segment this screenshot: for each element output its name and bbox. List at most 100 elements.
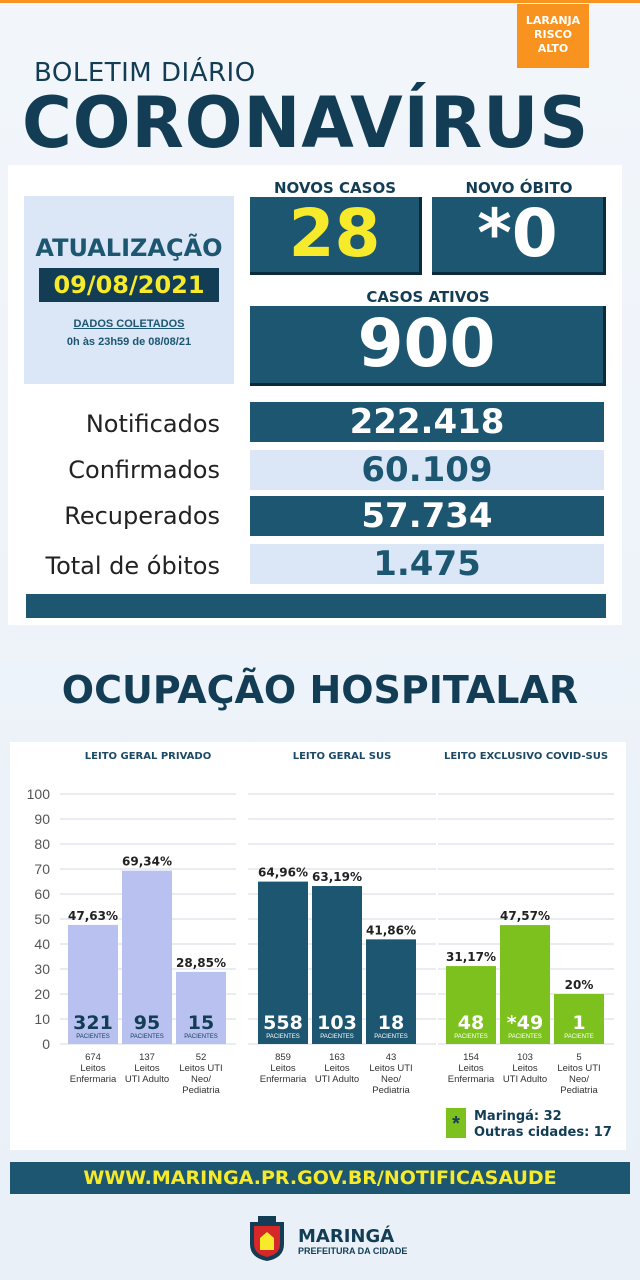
- bar-count-sub: PACIENTES: [130, 1034, 164, 1040]
- bar: [176, 971, 226, 1044]
- category-label: Leitos: [134, 1063, 160, 1074]
- bar: [366, 939, 416, 1044]
- group-header-sus: LEITO GERAL SUS: [292, 751, 392, 762]
- deaths-total-value: 1.475: [250, 544, 604, 584]
- y-tick-label: 100: [27, 786, 51, 802]
- top-accent-line: [0, 0, 640, 3]
- bar: [446, 966, 496, 1044]
- new-cases-value: 28: [250, 197, 422, 275]
- recovered-label: Recuperados: [64, 502, 220, 530]
- active-cases-label: CASOS ATIVOS: [366, 288, 490, 306]
- category-label: 859: [275, 1052, 291, 1063]
- category-label: Pediatria: [560, 1085, 598, 1096]
- bar-count-label: 15: [188, 1012, 214, 1034]
- category-label: Leitos UTI: [179, 1063, 222, 1074]
- category-label: 137: [139, 1052, 155, 1063]
- category-label: Leitos UTI: [369, 1063, 412, 1074]
- bar: [312, 886, 362, 1044]
- category-label: Leitos: [458, 1063, 484, 1074]
- legend-star-icon: *: [446, 1108, 466, 1138]
- bulletin-subtitle: BOLETIM DIÁRIO: [34, 58, 256, 88]
- category-label: UTI Adulto: [503, 1074, 547, 1085]
- update-box: ATUALIZAÇÃO 09/08/2021 DADOS COLETADOS 0…: [24, 196, 234, 384]
- bar-count-sub: PACIENTES: [320, 1034, 354, 1040]
- category-label: Enfermaria: [448, 1074, 495, 1085]
- bar-count-label: 95: [134, 1012, 160, 1034]
- y-tick-label: 0: [42, 1036, 50, 1052]
- bar-percent-label: 64,96%: [258, 866, 308, 880]
- y-tick-label: 10: [34, 1011, 50, 1027]
- category-label: Leitos UTI: [557, 1063, 600, 1074]
- notified-label: Notificados: [85, 410, 220, 438]
- collected-range: 0h às 23h59 de 08/08/21: [66, 336, 192, 348]
- bar: [258, 881, 308, 1044]
- y-tick-label: 90: [34, 811, 50, 827]
- risk-level-badge: LARANJA RISCO ALTO: [517, 4, 589, 68]
- category-label: Leitos: [80, 1063, 106, 1074]
- category-label: Enfermaria: [70, 1074, 117, 1085]
- bar-count-sub: PACIENTES: [508, 1034, 542, 1040]
- bar-percent-label: 69,34%: [122, 855, 172, 869]
- bar-count-label: 321: [73, 1012, 113, 1034]
- new-death-value: *0: [432, 197, 606, 275]
- occupation-title: OCUPAÇÃO HOSPITALAR: [61, 668, 579, 712]
- notification-url-link[interactable]: WWW.MARINGA.PR.GOV.BR/NOTIFICASAUDE: [10, 1162, 630, 1194]
- bar-count-label: 558: [263, 1012, 303, 1034]
- risk-line-1: LARANJA: [525, 14, 581, 27]
- confirmed-label: Confirmados: [68, 456, 220, 484]
- bar-count-label: 18: [378, 1012, 404, 1034]
- update-date: 09/08/2021: [39, 268, 219, 302]
- city-name: MARINGÁ: [298, 1226, 395, 1247]
- bar-count-label: 48: [458, 1012, 484, 1034]
- group-header-covid: LEITO EXCLUSIVO COVID-SUS: [443, 751, 609, 762]
- category-label: 5: [576, 1052, 581, 1063]
- bar-count-sub: PACIENTES: [184, 1034, 218, 1040]
- category-label: UTI Adulto: [315, 1074, 359, 1085]
- bar: [554, 994, 604, 1044]
- legend-other-cities: Outras cidades: 17: [474, 1125, 612, 1140]
- recovered-value: 57.734: [250, 496, 604, 536]
- category-label: 103: [517, 1052, 533, 1063]
- y-tick-label: 60: [34, 886, 50, 902]
- y-tick-label: 20: [34, 986, 50, 1002]
- deaths-total-label: Total de óbitos: [45, 552, 221, 580]
- update-label: ATUALIZAÇÃO: [35, 234, 223, 262]
- bar-percent-label: 63,19%: [312, 870, 362, 884]
- bar-percent-label: 28,85%: [176, 956, 226, 970]
- y-tick-label: 40: [34, 936, 50, 952]
- notified-value: 222.418: [250, 402, 604, 442]
- category-label: Leitos: [512, 1063, 538, 1074]
- bar-count-label: 1: [572, 1012, 585, 1034]
- bar-percent-label: 41,86%: [366, 923, 416, 937]
- risk-line-3: ALTO: [537, 42, 569, 55]
- category-label: 674: [85, 1052, 101, 1063]
- y-tick-label: 70: [34, 861, 50, 877]
- category-label: Enfermaria: [260, 1074, 307, 1085]
- risk-line-2: RISCO: [534, 28, 572, 41]
- category-label: 163: [329, 1052, 345, 1063]
- confirmed-value: 60.109: [250, 450, 604, 490]
- bar-percent-label: 47,57%: [500, 909, 550, 923]
- group-header-private: LEITO GERAL PRIVADO: [84, 751, 212, 762]
- bar: [68, 924, 118, 1044]
- bar-count-sub: PACIENTES: [454, 1034, 488, 1040]
- new-cases-label: NOVOS CASOS: [274, 179, 396, 197]
- category-label: Neo/: [191, 1074, 211, 1085]
- bar-count-sub: PACIENTES: [266, 1034, 300, 1040]
- y-tick-label: 80: [34, 836, 50, 852]
- y-tick-label: 30: [34, 961, 50, 977]
- category-label: 43: [386, 1052, 397, 1063]
- category-label: UTI Adulto: [125, 1074, 169, 1085]
- category-label: Pediatria: [372, 1085, 410, 1096]
- bar: [122, 870, 172, 1044]
- bar-count-label: 103: [317, 1012, 357, 1034]
- bar-percent-label: 31,17%: [446, 950, 496, 964]
- collected-label: DADOS COLETADOS: [73, 318, 185, 330]
- bar: [500, 925, 550, 1044]
- bar-count-sub: PACIENTES: [374, 1034, 408, 1040]
- bar-count-sub: PACIENTE: [564, 1034, 594, 1040]
- category-label: Pediatria: [182, 1085, 220, 1096]
- active-cases-value: 900: [250, 306, 606, 386]
- bar-count-label: *49: [507, 1012, 543, 1034]
- y-tick-label: 50: [34, 911, 50, 927]
